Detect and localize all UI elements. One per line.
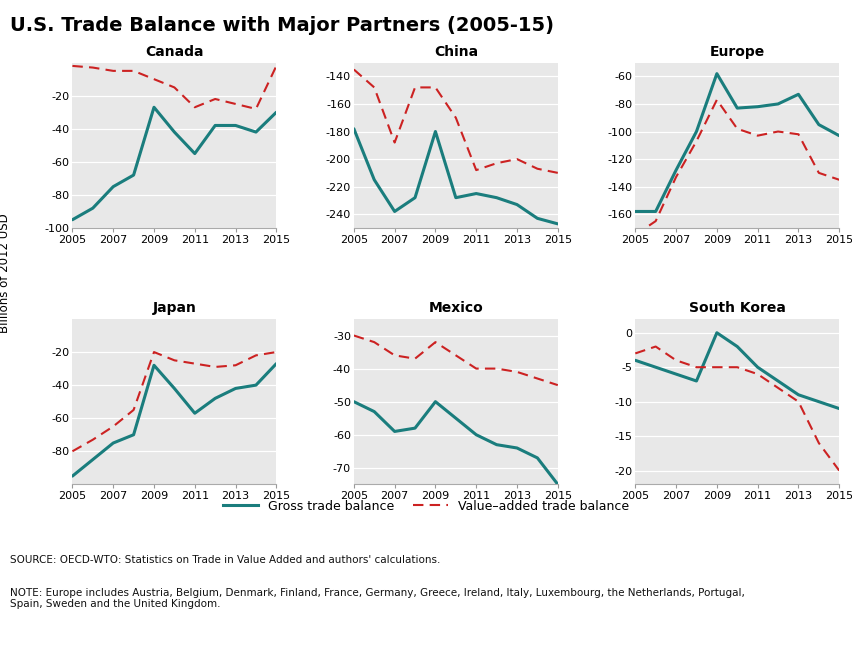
Title: Canada: Canada	[145, 45, 204, 59]
Title: Europe: Europe	[710, 45, 765, 59]
Text: Billions of 2012 USD: Billions of 2012 USD	[0, 214, 11, 333]
Text: U.S. Trade Balance with Major Partners (2005-15): U.S. Trade Balance with Major Partners (…	[10, 16, 554, 36]
Title: Japan: Japan	[153, 301, 196, 315]
Title: South Korea: South Korea	[688, 301, 786, 315]
Title: Mexico: Mexico	[429, 301, 483, 315]
Legend: Gross trade balance, Value–added trade balance: Gross trade balance, Value–added trade b…	[218, 495, 634, 518]
Title: China: China	[434, 45, 478, 59]
Text: NOTE: Europe includes Austria, Belgium, Denmark, Finland, France, Germany, Greec: NOTE: Europe includes Austria, Belgium, …	[10, 588, 746, 610]
Text: SOURCE: OECD-WTO: Statistics on Trade in Value Added and authors' calculations.: SOURCE: OECD-WTO: Statistics on Trade in…	[10, 555, 440, 565]
